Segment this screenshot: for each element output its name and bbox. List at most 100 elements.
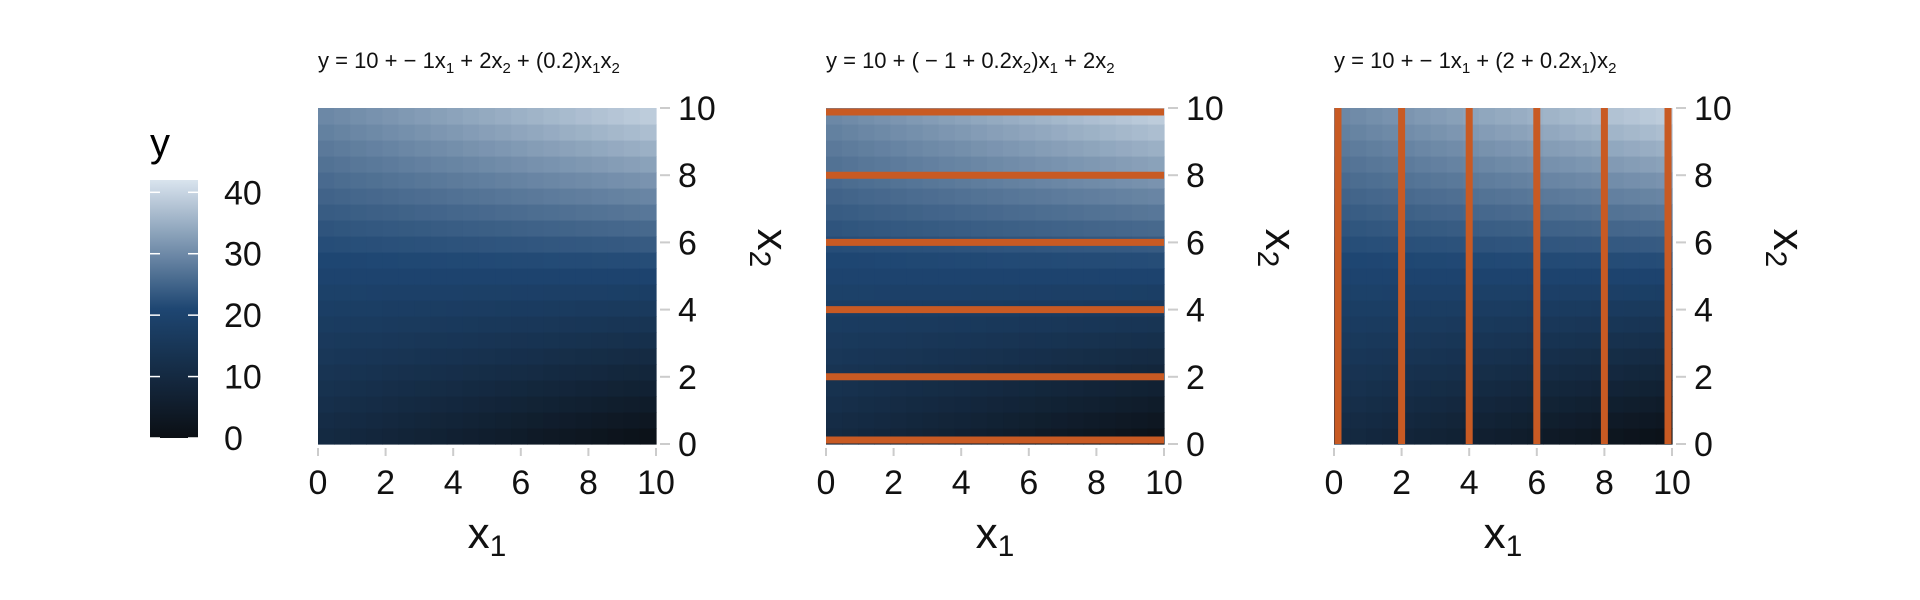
x-axis-label: x1 bbox=[1484, 509, 1523, 563]
heatmap-cell bbox=[607, 204, 625, 221]
y-tick-label: 8 bbox=[678, 157, 697, 195]
heatmap-cell bbox=[607, 428, 625, 445]
heatmap-cell bbox=[414, 380, 432, 397]
heatmap-cell bbox=[874, 188, 891, 205]
heatmap-cell bbox=[986, 252, 1004, 269]
heatmap-cell bbox=[446, 252, 464, 269]
heatmap-cell bbox=[462, 348, 480, 365]
x-tick-label: 4 bbox=[1460, 464, 1479, 502]
heatmap-cell bbox=[591, 428, 609, 445]
heatmap-cell bbox=[446, 108, 464, 125]
x-tick-label: 2 bbox=[1392, 464, 1411, 502]
heatmap-cell bbox=[858, 124, 875, 141]
heatmap-cell bbox=[1350, 124, 1367, 141]
heatmap-cell bbox=[1035, 396, 1052, 413]
heatmap-cell bbox=[318, 220, 335, 237]
heatmap-cell bbox=[607, 220, 625, 237]
heatmap-cell bbox=[1083, 204, 1101, 221]
heatmap-cell bbox=[446, 140, 464, 157]
heatmap-cell bbox=[1083, 220, 1101, 237]
heatmap-cell bbox=[414, 428, 432, 445]
heatmap-cell bbox=[462, 380, 480, 397]
heatmap-cell bbox=[382, 396, 400, 413]
heatmap-cell bbox=[1494, 396, 1512, 413]
heatmap-cell bbox=[1639, 140, 1657, 157]
heatmap-cell bbox=[1430, 252, 1448, 269]
heatmap-cell bbox=[559, 380, 577, 397]
heatmap-cell bbox=[1511, 268, 1528, 285]
heatmap-cell bbox=[1639, 108, 1657, 125]
heatmap-cell bbox=[1543, 124, 1560, 141]
heatmap-cell bbox=[398, 412, 416, 429]
heatmap-cell bbox=[858, 252, 875, 269]
heatmap-cell bbox=[591, 124, 609, 141]
heatmap-cell bbox=[1099, 252, 1117, 269]
heatmap-cell bbox=[1494, 364, 1512, 381]
heatmap-cell bbox=[639, 332, 657, 349]
heatmap-cell bbox=[607, 332, 625, 349]
heatmap-cell bbox=[1559, 220, 1577, 237]
heatmap-cell bbox=[1430, 300, 1448, 317]
heatmap-cell bbox=[842, 316, 859, 333]
heatmap-cell bbox=[639, 140, 657, 157]
heatmap-cell bbox=[575, 204, 593, 221]
heatmap-cell bbox=[462, 412, 480, 429]
heatmap-cell bbox=[334, 364, 351, 381]
heatmap-cell bbox=[1051, 284, 1069, 301]
heatmap-cell bbox=[478, 268, 496, 285]
heatmap-cell bbox=[986, 124, 1004, 141]
heatmap-cell bbox=[398, 108, 416, 125]
heatmap-cell bbox=[639, 428, 657, 445]
heatmap-cell bbox=[430, 316, 448, 333]
heatmap-cell bbox=[1147, 140, 1165, 157]
heatmap-cell bbox=[623, 412, 641, 429]
heatmap-cell bbox=[527, 412, 544, 429]
heatmap-cell bbox=[1430, 332, 1448, 349]
heatmap-cell bbox=[1607, 268, 1625, 285]
heatmap-cell bbox=[1478, 380, 1496, 397]
heatmap-cell bbox=[1083, 284, 1101, 301]
heatmap-cell bbox=[382, 236, 400, 253]
x-tick-label: 10 bbox=[637, 464, 675, 502]
heatmap-cell bbox=[1131, 140, 1149, 157]
heatmap-cell bbox=[478, 188, 496, 205]
heatmap-cell bbox=[970, 124, 988, 141]
heatmap-cell bbox=[559, 188, 577, 205]
heatmap-cell bbox=[543, 172, 561, 189]
heatmap-cell bbox=[414, 108, 432, 125]
heatmap-cell bbox=[398, 428, 416, 445]
heatmap-cell bbox=[1147, 220, 1165, 237]
heatmap-cell bbox=[639, 236, 657, 253]
heatmap-cell bbox=[1003, 220, 1020, 237]
heatmap-cell bbox=[527, 220, 544, 237]
heatmap-cell bbox=[826, 396, 843, 413]
heatmap-cell bbox=[430, 220, 448, 237]
heatmap-cell bbox=[382, 268, 400, 285]
heatmap-cell bbox=[1115, 284, 1133, 301]
heatmap-cell bbox=[1559, 300, 1577, 317]
heatmap-cell bbox=[543, 156, 561, 173]
heatmap-cell bbox=[1639, 268, 1657, 285]
heatmap-cell bbox=[543, 268, 561, 285]
heatmap-cell bbox=[938, 124, 956, 141]
heatmap-cell bbox=[559, 348, 577, 365]
heatmap-cell bbox=[1051, 316, 1069, 333]
heatmap-cell bbox=[1051, 188, 1069, 205]
heatmap-cell bbox=[1099, 140, 1117, 157]
heatmap-cell bbox=[874, 348, 891, 365]
heatmap-cell bbox=[430, 348, 448, 365]
heatmap-cell bbox=[382, 204, 400, 221]
heatmap-cell bbox=[591, 268, 609, 285]
heatmap-cell bbox=[1051, 396, 1069, 413]
heatmap-cell bbox=[970, 188, 988, 205]
heatmap-cell bbox=[1366, 268, 1383, 285]
heatmap-cell bbox=[559, 412, 577, 429]
heatmap-cell bbox=[826, 380, 843, 397]
heatmap-cell bbox=[1019, 268, 1036, 285]
heatmap-cell bbox=[1511, 188, 1528, 205]
heatmap-cell bbox=[842, 348, 859, 365]
heatmap-cell bbox=[398, 252, 416, 269]
heatmap-cell bbox=[1414, 236, 1432, 253]
heatmap-cell bbox=[575, 124, 593, 141]
heatmap-cell bbox=[1051, 252, 1069, 269]
